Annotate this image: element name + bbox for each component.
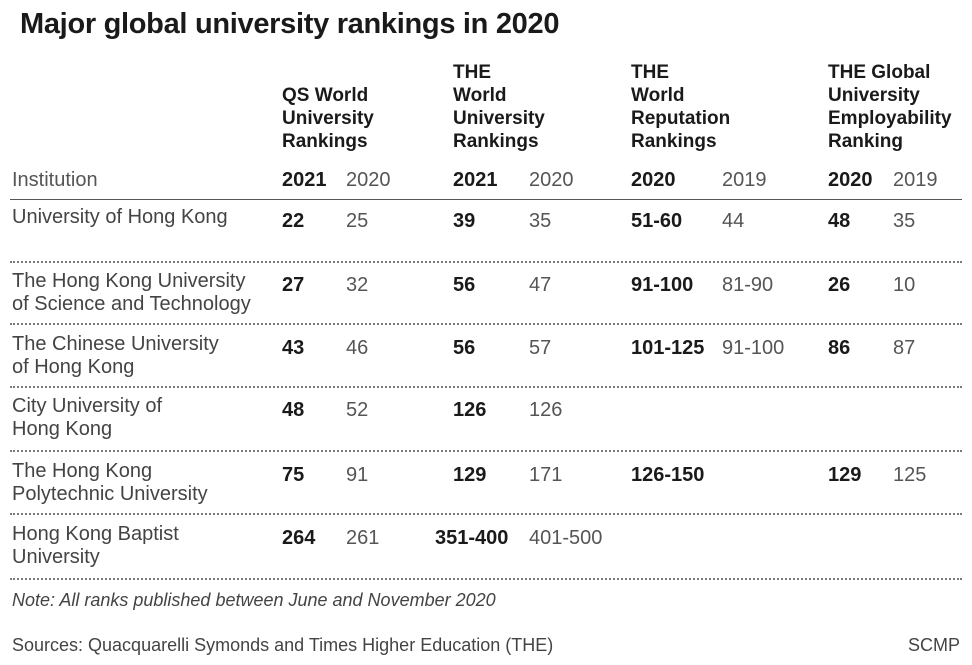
rank-current: 51-60 [631,210,683,232]
row-divider [10,578,962,580]
rank-current: 56 [453,274,476,296]
rank-previous: 171 [529,464,563,486]
institution-name: City University of Hong Kong [12,395,163,440]
rank-current: 129 [453,464,487,486]
row-divider [10,323,962,325]
rank-current: 56 [453,337,476,359]
rank-current: 91-100 [631,274,694,296]
rank-current: 48 [828,210,851,232]
rank-current: 101-125 [631,337,705,359]
rank-current: 129 [828,464,862,486]
rank-previous: 91-100 [722,337,785,359]
rank-current: 26 [828,274,851,296]
header-divider [10,199,962,200]
row-divider [10,386,962,388]
rank-current: 22 [282,210,305,232]
publisher-credit: SCMP [907,635,960,655]
row-divider [10,261,962,263]
rank-current: 48 [282,399,305,421]
rank-current: 126-150 [631,464,705,486]
institution-name: The Hong Kong Polytechnic University [12,460,208,505]
rank-previous: 261 [346,527,380,549]
rank-previous: 46 [346,337,369,359]
year-header: 2020 [828,169,873,191]
page-title: Major global university rankings in 2020 [20,8,560,40]
footnote: Note: All ranks published between June a… [12,590,496,610]
rank-previous: 32 [346,274,369,296]
source-header-qs: QS World University Rankings [282,85,374,152]
year-header: 2020 [529,169,574,191]
sources-credit: Sources: Quacquarelli Symonds and Times … [12,635,554,655]
rank-previous: 44 [722,210,745,232]
rank-previous: 87 [893,337,916,359]
institution-name: The Chinese University of Hong Kong [12,333,219,378]
rank-previous: 125 [893,464,927,486]
rank-current: 43 [282,337,305,359]
institution-name: University of Hong Kong [12,206,228,228]
rank-previous: 401-500 [529,527,603,549]
institution-name: Hong Kong Baptist University [12,523,179,568]
year-header: 2021 [453,169,498,191]
rank-previous: 91 [346,464,369,486]
rank-previous: 81-90 [722,274,774,296]
rank-previous: 25 [346,210,369,232]
rank-previous: 52 [346,399,369,421]
source-header-the-reputation: THE World Reputation Rankings [631,62,731,152]
row-divider [10,513,962,515]
rank-current: 27 [282,274,305,296]
year-header: 2021 [282,169,327,191]
rank-previous: 35 [893,210,916,232]
row-divider [10,450,962,452]
rank-previous: 47 [529,274,552,296]
rank-current: 126 [453,399,487,421]
year-header: 2019 [893,169,938,191]
year-header: 2020 [346,169,391,191]
source-header-the-world: THE World University Rankings [453,62,545,152]
rank-previous: 35 [529,210,552,232]
rank-previous: 126 [529,399,563,421]
institution-name: The Hong Kong University of Science and … [12,270,251,315]
year-header: 2020 [631,169,676,191]
source-header-the-employability: THE Global University Employability Rank… [828,62,952,152]
rank-current: 75 [282,464,305,486]
year-header: 2019 [722,169,767,191]
rank-current: 86 [828,337,851,359]
institution-header: Institution [12,169,98,191]
rank-current: 39 [453,210,476,232]
rank-previous: 10 [893,274,916,296]
rank-previous: 57 [529,337,552,359]
rank-current: 351-400 [435,527,509,549]
rank-current: 264 [282,527,316,549]
